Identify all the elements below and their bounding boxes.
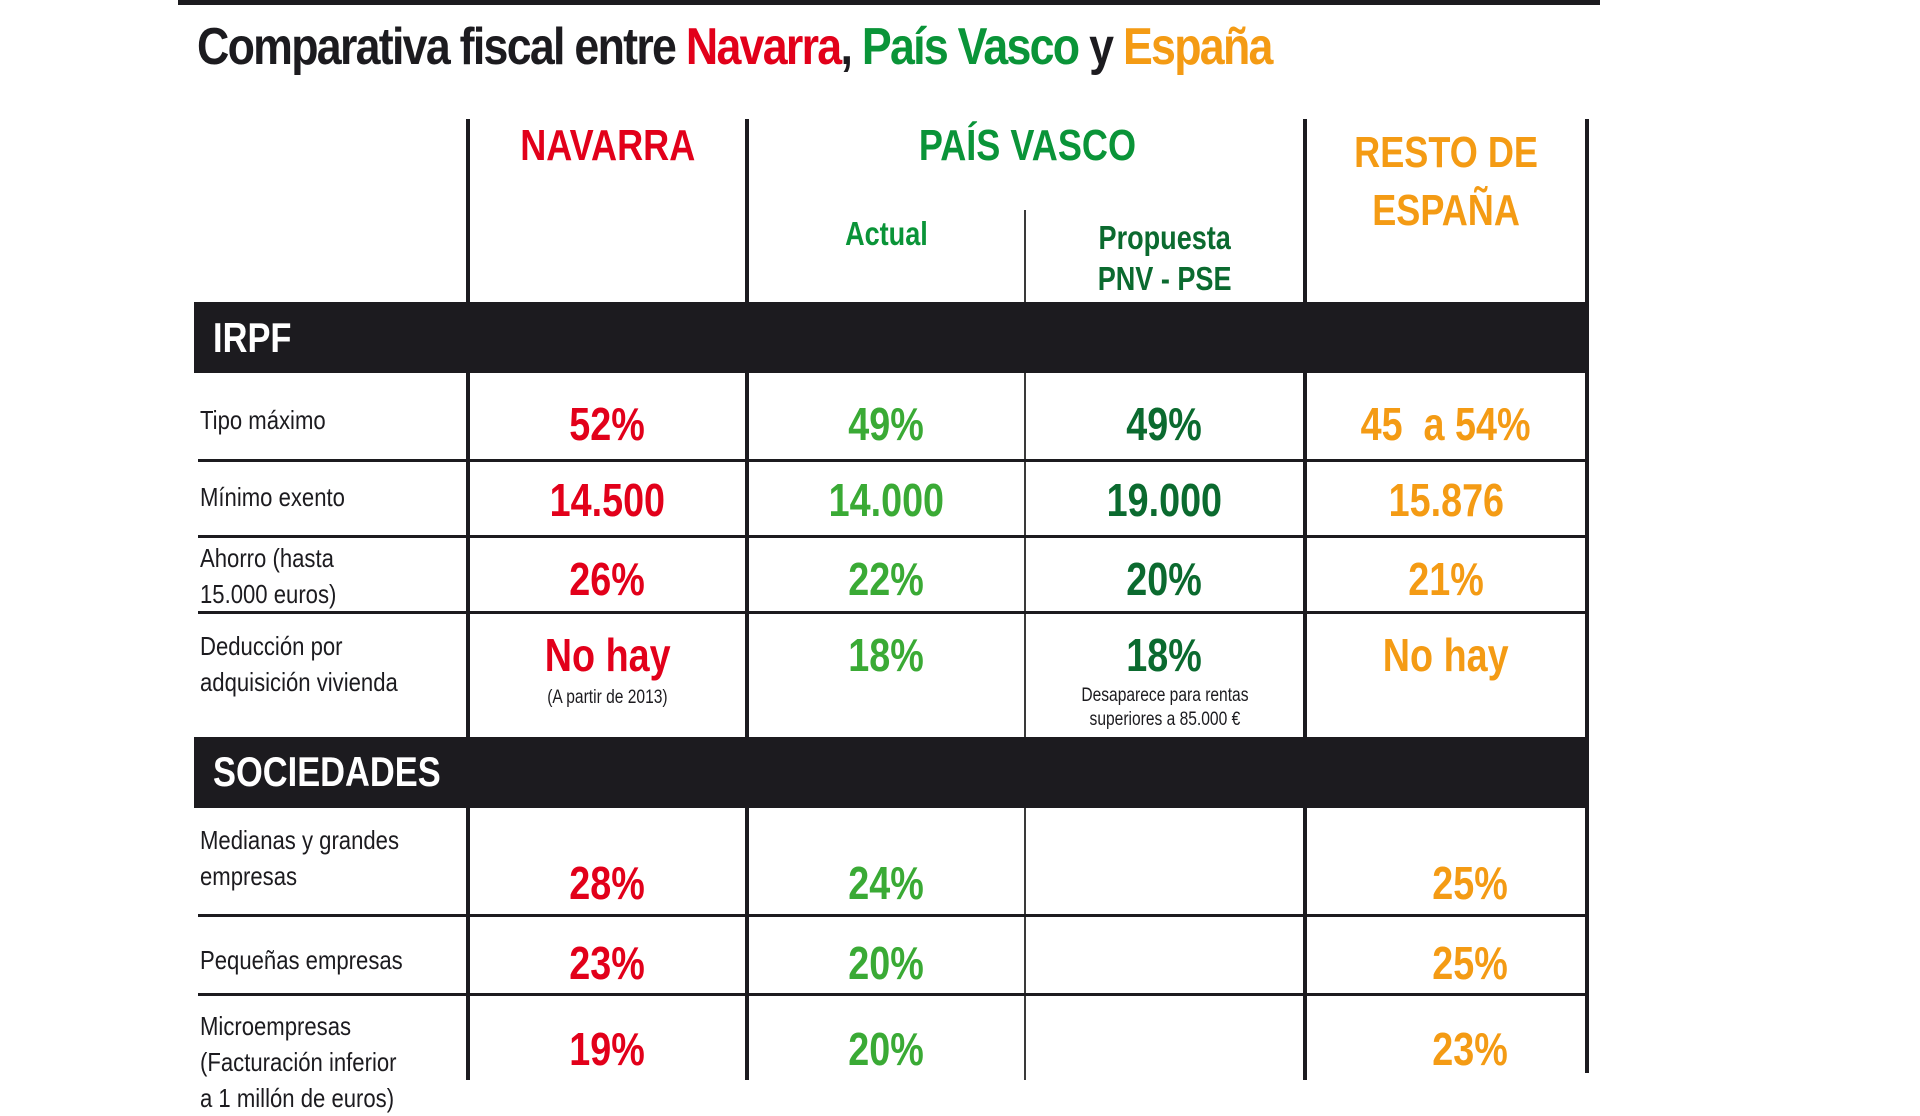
col-divider (1585, 808, 1589, 1073)
subcol-divider (1024, 210, 1026, 303)
cell-espana: No hay (1383, 629, 1509, 681)
header-espana: RESTO DE ESPAÑA (1354, 128, 1538, 235)
col-divider (1303, 373, 1307, 737)
cell-espana: 25% (1432, 857, 1508, 909)
cell-espana: 23% (1432, 1023, 1508, 1075)
subcol-divider (1024, 373, 1026, 737)
col-divider (1585, 119, 1589, 303)
row-label: Deducción por adquisición vivienda (200, 631, 398, 697)
cell-note: (A partir de 2013) (547, 687, 668, 708)
cell-espana: 45 a 54% (1361, 398, 1531, 450)
row-label: Tipo máximo (200, 405, 326, 435)
header-pv-propuesta: Propuesta PNV - PSE (1097, 219, 1232, 297)
cell-note: Desaparece para rentas (1080, 685, 1249, 706)
cell-pv-actual: 18% (848, 629, 925, 681)
cell-navarra: 52% (569, 398, 646, 450)
cell-pv-propuesta (1026, 940, 1303, 990)
section-label-irpf: IRPF (213, 314, 292, 361)
row-label: Pequeñas empresas (200, 945, 403, 975)
cell-navarra: 14.500 (549, 474, 666, 526)
row-divider (198, 459, 1587, 462)
header-navarra: NAVARRA (519, 121, 696, 170)
cell-espana: 25% (1432, 937, 1508, 989)
row-label: Ahorro (hasta 15.000 euros) (200, 543, 337, 609)
cell-espana: 21% (1408, 553, 1484, 605)
row-label: Mínimo exento (200, 482, 345, 512)
col-divider (745, 373, 749, 737)
cell-pv-propuesta: 20% (1126, 553, 1203, 605)
col-divider (466, 119, 470, 303)
cell-pv-actual: 20% (848, 937, 925, 989)
title-sep2: y (1078, 18, 1123, 76)
row-label: Microempresas (Facturación inferior a 1 mi… (200, 1011, 397, 1113)
cell-navarra: No hay (A partir de 2013) (544, 629, 671, 708)
cell-espana: 15.876 (1388, 474, 1504, 526)
row-divider (198, 535, 1587, 538)
cell-pv-propuesta: 49% (1126, 398, 1203, 450)
cell-pv-actual: 20% (848, 1023, 925, 1075)
cell-pv-propuesta (1026, 1026, 1303, 1076)
cell-pv-propuesta: 18% Desaparece para rentas superiores a … (1080, 629, 1249, 730)
title-prefix: Comparativa fiscal entre (197, 18, 686, 76)
cell-navarra: 28% (569, 857, 646, 909)
title-espana: España (1122, 18, 1273, 76)
col-divider (1303, 119, 1307, 303)
title-pais-vasco: País Vasco (861, 18, 1080, 76)
cell-pv-actual: 14.000 (828, 474, 945, 526)
section-band-irpf: IRPF (194, 302, 1589, 373)
cell-navarra: 23% (569, 937, 646, 989)
subcol-divider (1024, 808, 1026, 1080)
cell-pv-actual: 24% (848, 857, 925, 909)
page-title: Comparativa fiscal entre Navarra, País V… (197, 14, 1273, 80)
section-band-sociedades: SOCIEDADES (194, 737, 1589, 808)
row-divider (198, 611, 1587, 614)
cell-pv-propuesta (1026, 860, 1303, 910)
col-divider (466, 373, 470, 737)
row-divider (198, 993, 1587, 996)
col-divider (466, 808, 470, 1080)
header-pais-vasco: PAÍS VASCO (918, 121, 1136, 170)
col-divider (745, 808, 749, 1080)
cell-pv-propuesta: 19.000 (1106, 474, 1223, 526)
cell-note: superiores a 85.000 € (1089, 709, 1240, 730)
cell-navarra: 26% (569, 553, 646, 605)
header-pv-actual: Actual (845, 215, 928, 252)
col-divider (1585, 373, 1589, 737)
cell-pv-actual: 22% (848, 553, 925, 605)
row-label: Medianas y grandes empresas (200, 825, 400, 891)
top-rule (178, 0, 1600, 5)
section-label-sociedades: SOCIEDADES (213, 748, 441, 795)
cell-navarra: 19% (569, 1023, 646, 1075)
cell-pv-actual: 49% (848, 398, 925, 450)
row-divider (198, 914, 1587, 917)
title-sep1: , (840, 18, 862, 76)
title-navarra: Navarra (685, 18, 842, 76)
col-divider (1303, 808, 1307, 1080)
col-divider (745, 119, 749, 303)
